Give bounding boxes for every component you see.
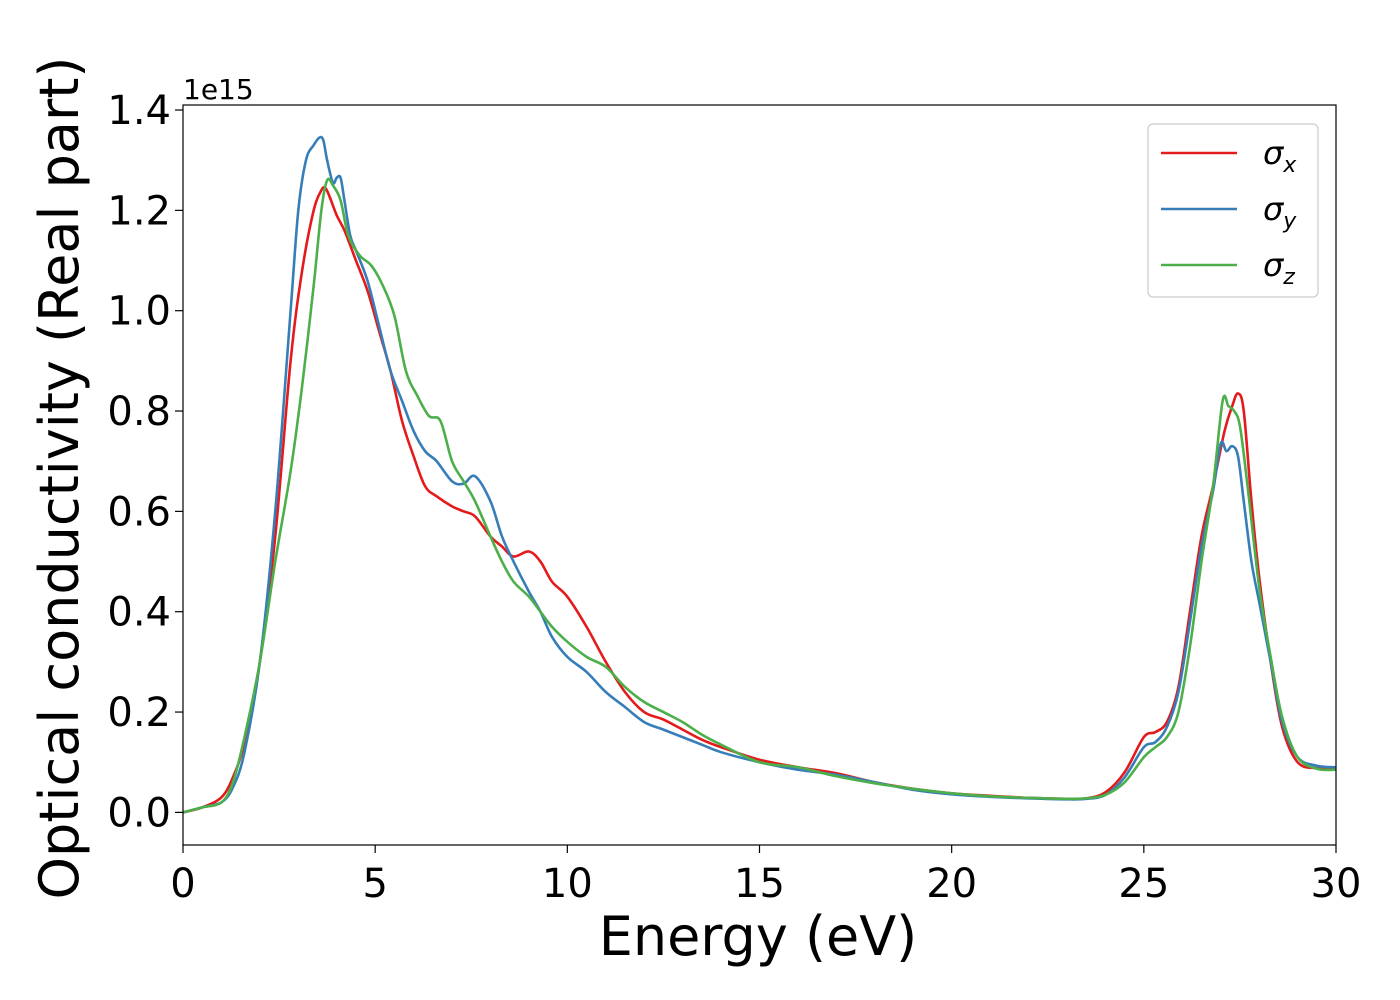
legend-subscript: y (1282, 209, 1297, 234)
x-tick-label: 5 (362, 861, 387, 907)
x-tick-label: 20 (926, 861, 977, 907)
x-tick-label: 0 (170, 861, 195, 907)
series-line-y (182, 135, 1337, 814)
x-tick-label: 10 (542, 861, 593, 907)
plot-frame (182, 104, 1337, 846)
legend-label-z: σz (1263, 246, 1295, 290)
legend-label-x: σx (1263, 134, 1297, 178)
y-axis-ticks: 0.0 0.2 0.4 0.6 0.8 1.0 1.2 1.4 (107, 88, 183, 836)
y-tick-label: 0.6 (107, 489, 171, 535)
legend-subscript: x (1282, 153, 1297, 178)
y-tick-label: 0.0 (107, 790, 171, 836)
y-tick-label: 1.4 (107, 88, 171, 134)
series-lines (182, 135, 1337, 814)
x-tick-label: 30 (1311, 861, 1362, 907)
legend-subscript: z (1282, 265, 1295, 290)
y-tick-label: 1.2 (107, 188, 171, 234)
y-tick-label: 1.0 (107, 289, 171, 335)
y-tick-label: 0.8 (107, 389, 171, 435)
x-tick-label: 25 (1118, 861, 1169, 907)
x-axis-title: Energy (eV) (599, 905, 918, 968)
y-offset-label: 1e15 (183, 73, 254, 106)
legend-box (1147, 123, 1319, 298)
x-axis-ticks: 0 5 10 15 20 25 30 (170, 845, 1361, 907)
legend-symbol: σ (1263, 246, 1285, 284)
legend-label-y: σy (1263, 190, 1297, 234)
series-line-z (182, 177, 1337, 814)
legend-symbol: σ (1263, 190, 1285, 228)
y-axis-title: Optical conductivity (Real part) (28, 57, 91, 900)
y-tick-label: 0.2 (107, 690, 171, 736)
legend-symbol: σ (1263, 134, 1285, 172)
y-tick-label: 0.4 (107, 590, 171, 636)
x-tick-label: 15 (734, 861, 785, 907)
